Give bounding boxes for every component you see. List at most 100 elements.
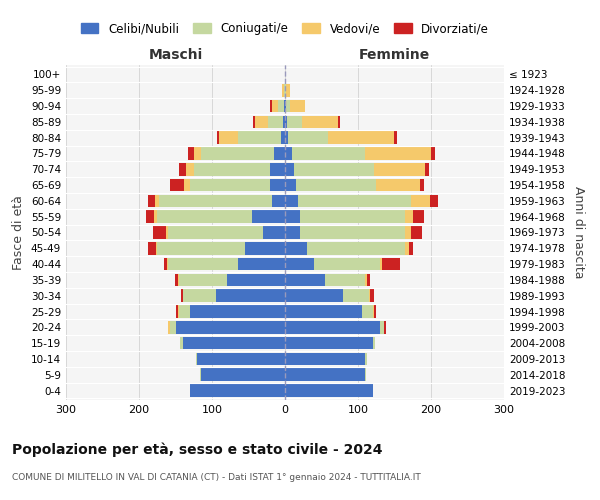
Bar [294,163,374,175]
Bar [411,226,422,239]
Bar [255,116,268,128]
Bar [217,132,220,144]
Bar [274,147,285,160]
Bar [420,179,424,192]
Bar [285,384,373,397]
Bar [271,100,272,112]
Bar [220,132,238,144]
Bar [157,210,252,223]
Bar [409,242,413,254]
Bar [283,116,285,128]
Bar [287,116,302,128]
Bar [271,163,285,175]
Bar [268,116,283,128]
Bar [285,100,286,112]
Bar [406,210,413,223]
Bar [153,226,166,239]
Bar [370,290,374,302]
Bar [159,194,272,207]
Y-axis label: Fasce di età: Fasce di età [13,195,25,270]
Bar [184,179,190,192]
Bar [406,242,409,254]
Bar [374,305,376,318]
Bar [285,163,294,175]
Bar [365,368,366,381]
Bar [286,100,290,112]
Bar [281,132,285,144]
Bar [146,210,154,223]
Bar [307,242,406,254]
Bar [285,116,287,128]
Bar [168,226,263,239]
Bar [285,210,299,223]
Bar [365,274,367,286]
Text: COMUNE DI MILITELLO IN VAL DI CATANIA (CT) - Dati ISTAT 1° gennaio 2024 - TUTTIT: COMUNE DI MILITELLO IN VAL DI CATANIA (C… [12,472,421,482]
Bar [369,290,370,302]
Bar [298,194,411,207]
Bar [299,226,406,239]
Bar [183,290,215,302]
Bar [175,274,178,286]
Bar [180,337,183,349]
Bar [373,305,374,318]
Bar [179,305,190,318]
Bar [373,337,375,349]
Bar [285,368,365,381]
Bar [168,258,238,270]
Bar [194,163,271,175]
Legend: Celibi/Nubili, Coniugati/e, Vedovi/e, Divorziati/e: Celibi/Nubili, Coniugati/e, Vedovi/e, Di… [76,18,494,40]
Bar [285,226,299,239]
Bar [263,226,285,239]
Bar [194,147,201,160]
Bar [271,179,285,192]
Bar [376,179,420,192]
Bar [362,305,373,318]
Bar [148,242,156,254]
Bar [431,147,434,160]
Bar [430,194,438,207]
Bar [253,116,255,128]
Bar [170,179,184,192]
Bar [157,242,245,254]
Bar [411,194,430,207]
Bar [285,179,296,192]
Bar [227,274,285,286]
Bar [238,132,281,144]
Bar [374,163,425,175]
Bar [245,242,285,254]
Text: Popolazione per età, sesso e stato civile - 2024: Popolazione per età, sesso e stato civil… [12,442,383,457]
Bar [285,242,307,254]
Bar [365,147,431,160]
Bar [425,163,429,175]
Bar [148,194,155,207]
Bar [285,321,380,334]
Bar [252,210,285,223]
Bar [285,84,286,96]
Y-axis label: Anni di nascita: Anni di nascita [572,186,585,279]
Bar [343,290,369,302]
Bar [285,305,362,318]
Bar [190,305,285,318]
Bar [282,84,284,96]
Bar [367,274,370,286]
Bar [384,321,386,334]
Text: Maschi: Maschi [148,48,203,62]
Bar [201,147,274,160]
Bar [285,147,292,160]
Bar [288,132,328,144]
Bar [168,321,170,334]
Bar [200,368,201,381]
Bar [285,290,343,302]
Bar [292,147,365,160]
Bar [284,100,285,112]
Bar [285,194,298,207]
Bar [164,258,167,270]
Bar [284,84,285,96]
Bar [166,226,168,239]
Bar [215,290,285,302]
Bar [190,384,285,397]
Text: Femmine: Femmine [359,48,430,62]
Bar [167,258,168,270]
Bar [196,352,197,365]
Bar [190,179,271,192]
